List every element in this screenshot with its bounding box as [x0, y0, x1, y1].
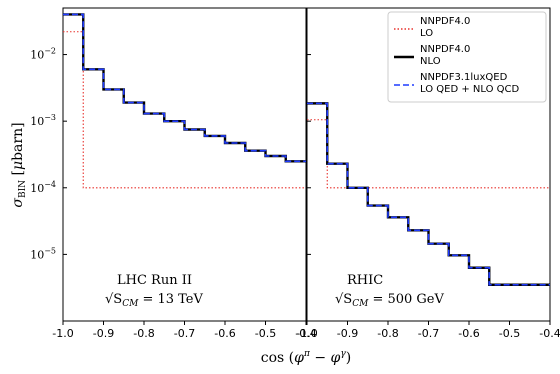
x-tick-label-rhic: -0.8: [377, 327, 398, 340]
panel-rhic-energy-rhs: = 500 GeV: [368, 292, 444, 307]
legend-label: LO: [420, 28, 433, 39]
x-tick-label-lhc: -1.0: [52, 327, 73, 340]
y-axis-ticks: 10−2 10−3 10−4 10−5: [30, 47, 311, 261]
x-tick-label-lhc: -0.4: [295, 327, 316, 340]
legend-label: NNPDF4.0: [420, 16, 470, 27]
x-tick-label-lhc: -0.5: [255, 327, 276, 340]
panel-lhc-energy-lhs: √S: [105, 292, 122, 307]
series-line-rhic-1: [307, 102, 550, 286]
x-tick-label-lhc: -0.6: [214, 327, 235, 340]
x-tick-label-lhc: -0.8: [133, 327, 154, 340]
y-tick-label: 10−5: [30, 246, 56, 261]
panel-rhic-energy-lhs: √S: [335, 292, 352, 307]
series-line-lhc-2: [63, 13, 306, 163]
x-tick-label-lhc: -0.9: [93, 327, 114, 340]
y-tick-label: 10−2: [30, 47, 56, 62]
panel-lhc-energy: √SCM = 13 TeV: [105, 292, 203, 309]
x-tick-label-rhic: -0.5: [499, 327, 520, 340]
x-tick-label-lhc: -0.7: [174, 327, 195, 340]
legend-label: LO QED + NLO QCD: [420, 84, 519, 95]
legend-label: NLO: [420, 56, 441, 67]
series-line-rhic-2: [307, 102, 550, 286]
series-line-lhc-0: [63, 31, 306, 189]
x-tick-label-rhic: -1.0: [296, 327, 317, 340]
y-axis-title: σBIN [μbarn]: [10, 122, 28, 207]
x-tick-label-rhic: -0.4: [539, 327, 560, 340]
x-axis-title: cos (φπ − φγ): [261, 349, 351, 366]
x-tick-label-rhic: -0.7: [418, 327, 439, 340]
series-line-rhic-0: [307, 119, 550, 189]
panel-lhc: -1.0 -0.9 -0.8 -0.7 -0.6 -0.5 -0.4 LHC Run II …: [52, 7, 317, 340]
y-tick-label: 10−3: [30, 113, 56, 128]
panel-lhc-energy-sub: CM: [122, 299, 139, 309]
panel-lhc-ticks: -1.0 -0.9 -0.8 -0.7 -0.6 -0.5 -0.4: [52, 321, 317, 340]
panel-lhc-label: LHC Run II: [117, 273, 192, 288]
series-line-lhc-1: [63, 13, 306, 163]
panel-rhic: -1.0 -0.9 -0.8 -0.7 -0.6 -0.5 -0.4 RHIC √SCM =…: [296, 7, 560, 340]
x-tick-label-rhic: -0.9: [337, 327, 358, 340]
panel-rhic-energy-sub: CM: [352, 299, 369, 309]
panel-rhic-ticks: -1.0 -0.9 -0.8 -0.7 -0.6 -0.5 -0.4: [296, 321, 560, 340]
panel-lhc-series: [63, 13, 306, 189]
panel-rhic-series: [307, 102, 550, 286]
panel-lhc-energy-rhs: = 13 TeV: [138, 292, 203, 307]
legend-label: NNPDF4.0: [420, 44, 470, 55]
x-tick-label-rhic: -0.6: [458, 327, 479, 340]
panel-rhic-energy: √SCM = 500 GeV: [335, 292, 444, 309]
legend-frame: [387, 11, 547, 103]
y-tick-label: 10−4: [30, 180, 56, 195]
panel-rhic-label: RHIC: [347, 273, 383, 288]
legend-label: NNPDF3.1luxQED: [420, 72, 508, 83]
